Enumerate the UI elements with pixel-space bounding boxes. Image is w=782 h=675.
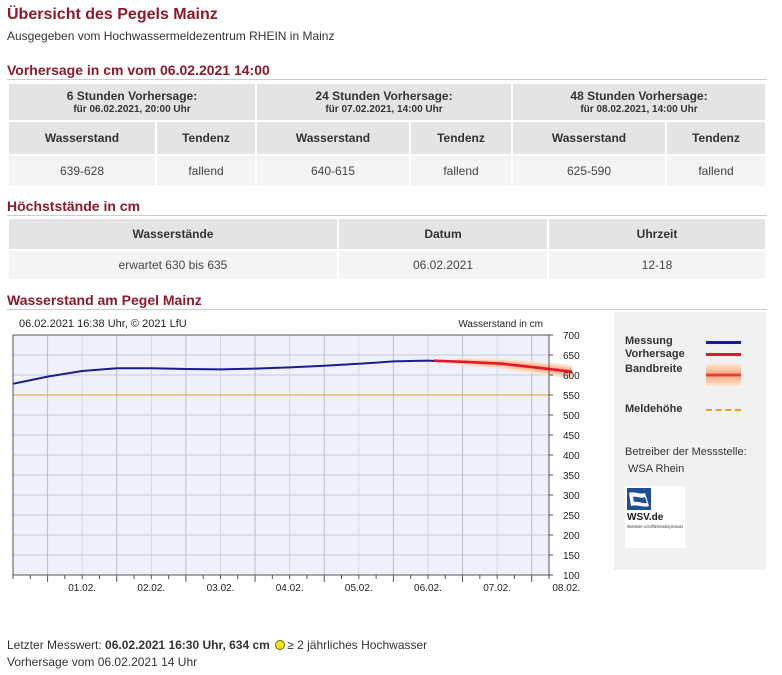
column-header-tendenz: Tendenz	[157, 122, 255, 154]
peaks-time: 12-18	[549, 251, 765, 279]
water-level-chart: 06.02.2021 16:38 Uhr, © 2021 LfU Wassers…	[12, 318, 580, 594]
forecast-group-date: für 07.02.2021, 14:00 Uhr	[325, 104, 443, 115]
legend-swatch-band	[706, 364, 741, 386]
forecast-table: 6 Stunden Vorhersage: für 06.02.2021, 20…	[7, 82, 767, 188]
forecast-line	[433, 359, 573, 374]
legend-label-band: Bandbreite	[625, 363, 683, 375]
column-header-uhrzeit: Uhrzeit	[549, 219, 765, 249]
column-header-tendenz: Tendenz	[667, 122, 765, 154]
peaks-header-row: Wasserstände Datum Uhrzeit	[9, 219, 765, 249]
forecast-group-title: 24 Stunden Vorhersage:	[315, 89, 453, 103]
page-title: Übersicht des Pegels Mainz	[7, 6, 218, 23]
x-tick-label: 07.02.	[483, 583, 511, 594]
measurement-line	[12, 359, 441, 385]
y-tick-label: 550	[563, 391, 580, 402]
column-header-wasserstaende: Wasserstände	[9, 219, 337, 249]
wsv-logo-mark: WSV.de Wasserstraßen- und Schifffahrtsve…	[627, 488, 683, 529]
forecast-band	[433, 359, 573, 377]
peaks-table: Wasserstände Datum Uhrzeit erwartet 630 …	[7, 217, 767, 281]
x-tick-label: 05.02.	[345, 583, 373, 594]
series-layer	[12, 359, 573, 396]
forecast-value-24h: 640-615	[257, 156, 409, 186]
forecast-value-48h: 625-590	[513, 156, 665, 186]
legend-label-forecast: Vorhersage	[625, 348, 685, 360]
y-tick-label: 500	[563, 411, 580, 422]
chart-timestamp: 06.02.2021 16:38 Uhr, © 2021 LfU	[19, 318, 187, 330]
chart-heading: Wasserstand am Pegel Mainz	[7, 292, 767, 310]
forecast-group-row: 6 Stunden Vorhersage: für 06.02.2021, 20…	[9, 84, 765, 120]
y-axis-label: Wasserstand in cm	[458, 319, 543, 330]
peaks-heading: Höchststände in cm	[7, 198, 767, 216]
axes: 100 150 200 250 300 350 400 450 500 550 600 650 700 0…	[12, 331, 580, 594]
column-header-datum: Datum	[339, 219, 547, 249]
forecast-group-title: 6 Stunden Vorhersage:	[66, 89, 198, 103]
forecast-heading: Vorhersage in cm vom 06.02.2021 14:00	[7, 62, 767, 80]
x-tick-label: 01.02.	[68, 583, 96, 594]
last-measurement: Letzter Messwert: 06.02.2021 16:30 Uhr, …	[7, 638, 427, 652]
forecast-group-title: 48 Stunden Vorhersage:	[570, 89, 708, 103]
legend-panel: Messung Vorhersage Bandbreite Meldehöhe …	[614, 312, 766, 570]
page-subtitle: Ausgegeben vom Hochwassermeldezentrum RH…	[7, 29, 335, 43]
last-measurement-label: Letzter Messwert:	[7, 638, 102, 652]
y-tick-label: 650	[563, 351, 580, 362]
y-tick-label: 150	[563, 551, 580, 562]
x-tick-label: 02.02.	[137, 583, 165, 594]
forecast-trend-24h: fallend	[411, 156, 511, 186]
forecast-trend-6h: fallend	[157, 156, 255, 186]
forecast-group-date: für 06.02.2021, 20:00 Uhr	[73, 104, 191, 115]
flood-level-text: ≥ 2 jährliches Hochwasser	[287, 638, 428, 652]
legend-swatch-alert-level	[706, 409, 741, 411]
y-tick-label: 100	[563, 571, 580, 582]
legend-label-measurement: Messung	[625, 335, 673, 347]
y-tick-label: 300	[563, 491, 580, 502]
forecast-column-row: Wasserstand Tendenz Wasserstand Tendenz …	[9, 122, 765, 154]
last-measurement-value: 06.02.2021 16:30 Uhr, 634 cm	[105, 638, 270, 652]
peaks-value-row: erwartet 630 bis 635 06.02.2021 12-18	[9, 251, 765, 279]
flood-level-indicator-icon	[275, 640, 286, 650]
column-header-wasserstand: Wasserstand	[257, 122, 409, 154]
logo-subline: Wasserstraßen- und Schifffahrtsverwaltun…	[627, 524, 683, 529]
y-tick-label: 600	[563, 371, 580, 382]
forecast-group-48h: 48 Stunden Vorhersage: für 08.02.2021, 1…	[513, 84, 765, 120]
column-header-wasserstand: Wasserstand	[513, 122, 665, 154]
forecast-note: Vorhersage vom 06.02.2021 14 Uhr	[7, 655, 198, 669]
peaks-water-levels: erwartet 630 bis 635	[9, 251, 337, 279]
operator-name: WSA Rhein	[628, 463, 685, 475]
y-tick-label: 400	[563, 451, 580, 462]
y-tick-label: 450	[563, 431, 580, 442]
forecast-value-6h: 639-628	[9, 156, 155, 186]
forecast-group-6h: 6 Stunden Vorhersage: für 06.02.2021, 20…	[9, 84, 255, 120]
peaks-date: 06.02.2021	[339, 251, 547, 279]
x-tick-label: 08.02.	[552, 583, 580, 594]
forecast-group-date: für 08.02.2021, 14:00 Uhr	[580, 104, 698, 115]
column-header-wasserstand: Wasserstand	[9, 122, 155, 154]
y-tick-label: 350	[563, 471, 580, 482]
logo-wordmark: WSV.de	[627, 512, 664, 523]
y-tick-label: 200	[563, 531, 580, 542]
x-tick-label: 04.02.	[276, 583, 304, 594]
forecast-trend-48h: fallend	[667, 156, 765, 186]
legend-swatch-forecast	[706, 353, 741, 356]
y-tick-label: 700	[563, 331, 580, 342]
forecast-group-24h: 24 Stunden Vorhersage: für 07.02.2021, 1…	[257, 84, 511, 120]
operator-label: Betreiber der Messstelle:	[625, 446, 747, 458]
x-tick-label: 06.02.	[414, 583, 442, 594]
y-tick-label: 250	[563, 511, 580, 522]
x-tick-label: 03.02.	[207, 583, 235, 594]
forecast-value-row: 639-628 fallend 640-615 fallend 625-590 …	[9, 156, 765, 186]
legend-swatch-measurement	[706, 341, 741, 344]
legend-label-alert-level: Meldehöhe	[625, 403, 683, 415]
column-header-tendenz: Tendenz	[411, 122, 511, 154]
wsv-logo: WSV.de Wasserstraßen- und Schifffahrtsve…	[625, 486, 685, 548]
